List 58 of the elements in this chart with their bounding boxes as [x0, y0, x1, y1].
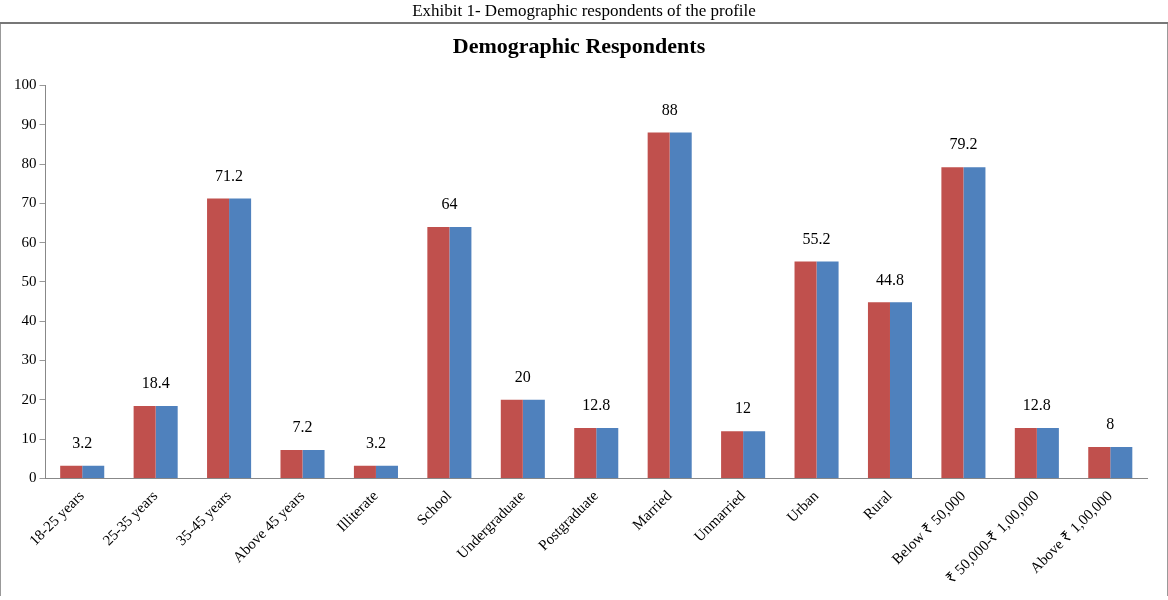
bar — [867, 302, 890, 478]
data-label: 3.2 — [72, 434, 93, 452]
bar — [889, 302, 913, 478]
data-label: 3.2 — [365, 434, 386, 452]
y-tick-label: 70 — [21, 194, 37, 211]
bar — [941, 167, 964, 478]
bar — [353, 465, 376, 478]
data-label: 18.4 — [141, 374, 170, 392]
y-tick-label: 30 — [21, 351, 37, 368]
bar — [375, 465, 398, 478]
y-tick-label: 20 — [21, 390, 37, 407]
chart-title: Demographic Respondents — [452, 32, 706, 58]
bar — [449, 226, 472, 478]
bar — [574, 428, 597, 478]
y-tick-label: 0 — [29, 469, 37, 486]
bar — [1036, 428, 1059, 478]
y-tick-label: 80 — [21, 154, 37, 171]
bar — [669, 132, 692, 478]
bar — [721, 431, 744, 478]
y-tick-label: 100 — [14, 76, 37, 93]
y-tick-label: 50 — [21, 272, 37, 289]
data-label: 55.2 — [802, 229, 831, 247]
bar — [133, 406, 156, 478]
data-label: 64 — [441, 195, 458, 213]
data-label: 12.8 — [582, 396, 611, 414]
bar — [743, 431, 766, 478]
data-label: 88 — [661, 100, 678, 118]
bar — [1110, 446, 1133, 478]
data-label: 44.8 — [875, 270, 904, 288]
bar — [963, 167, 986, 478]
text: Exhibit 1- Demographic respondents of the profile — [0, 0, 1168, 24]
bar — [500, 399, 523, 478]
bar — [427, 226, 450, 478]
data-label: 7.2 — [292, 418, 313, 436]
bar — [794, 261, 817, 478]
bar — [155, 406, 178, 478]
y-tick-label: 90 — [21, 115, 37, 132]
bar — [229, 198, 252, 478]
bar — [302, 450, 325, 478]
bar — [207, 198, 230, 478]
data-label: 12.8 — [1022, 396, 1051, 414]
bar — [1088, 446, 1111, 478]
data-label: 71.2 — [215, 166, 244, 184]
bar — [647, 132, 670, 478]
bar — [280, 450, 303, 478]
data-label: 79.2 — [949, 135, 978, 153]
data-label: 20 — [514, 368, 531, 386]
bar — [522, 399, 545, 478]
data-label: 8 — [1106, 415, 1115, 433]
y-tick-label: 10 — [21, 430, 37, 447]
bar — [82, 465, 105, 478]
y-tick-label: 40 — [21, 312, 37, 329]
bar — [60, 465, 83, 478]
bar — [1014, 428, 1037, 478]
bar — [816, 261, 839, 478]
data-label: 12 — [735, 399, 752, 417]
bar — [596, 428, 619, 478]
y-tick-label: 60 — [21, 233, 37, 250]
